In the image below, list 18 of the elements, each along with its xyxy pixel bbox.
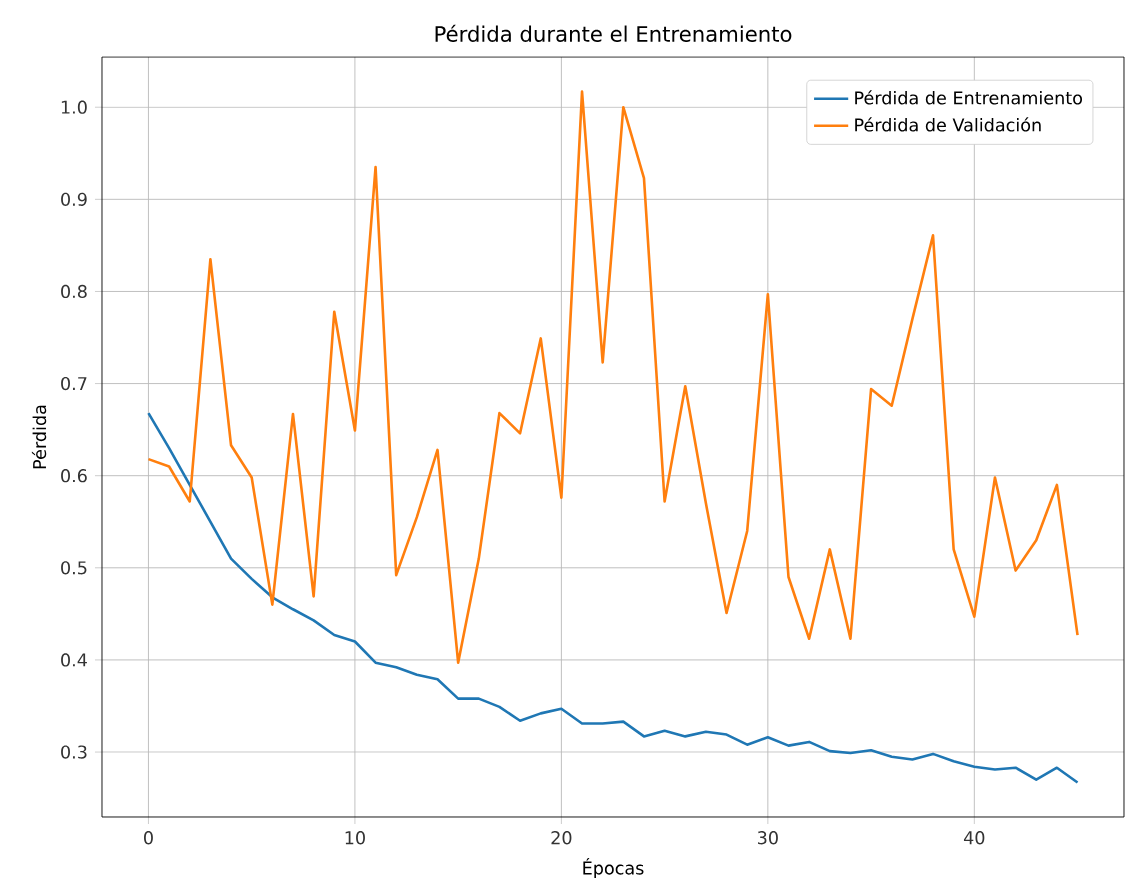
x-tick-label: 40 [963, 831, 985, 845]
y-tick-label: 0.5 [61, 561, 87, 575]
y-tick-label: 0.8 [61, 284, 87, 299]
y-tick-label: 0.3 [61, 745, 87, 759]
y-tick-label: 0.9 [61, 192, 87, 206]
y-axis-title: Pérdida [31, 405, 47, 469]
legend-label: Pérdida de Entrenamiento [855, 90, 1083, 105]
y-tick-label: 0.6 [61, 469, 87, 483]
y-tick-label: 0.4 [61, 653, 87, 667]
x-tick-label: 10 [345, 831, 365, 845]
chart-title: Pérdida durante el Entrenamiento [435, 24, 792, 42]
x-axis-title: Épocas [583, 858, 644, 879]
y-tick-label: 0.7 [61, 376, 87, 391]
legend-label: Pérdida de Validación [855, 117, 1041, 132]
x-tick-label: 20 [551, 831, 572, 845]
x-tick-label: 0 [144, 831, 153, 845]
y-tick-label: 1.0 [61, 100, 87, 114]
x-tick-label: 30 [758, 831, 778, 845]
